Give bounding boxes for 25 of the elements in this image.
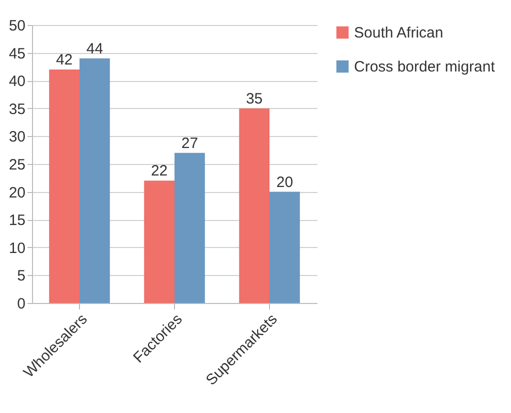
legend-label: Cross border migrant xyxy=(354,58,496,76)
data-label: 35 xyxy=(246,90,263,108)
legend-label: South African xyxy=(354,24,444,42)
y-tick-label: 40 xyxy=(8,73,26,90)
y-tick-label: 30 xyxy=(8,128,26,146)
bar xyxy=(270,192,300,303)
y-tick-label: 5 xyxy=(17,268,26,285)
bar xyxy=(49,69,80,303)
y-tick-label: 15 xyxy=(8,212,26,230)
bar xyxy=(144,180,174,303)
y-tick-label: 20 xyxy=(8,184,26,202)
y-tick-label: 35 xyxy=(8,100,26,118)
y-tick-label: 10 xyxy=(8,240,26,257)
data-label: 27 xyxy=(181,134,198,152)
data-label: 42 xyxy=(56,51,73,68)
data-label: 20 xyxy=(276,174,294,191)
bar xyxy=(239,108,270,303)
y-tick-label: 0 xyxy=(17,296,26,312)
data-label: 22 xyxy=(150,162,168,180)
bar xyxy=(174,152,205,303)
y-tick-label: 50 xyxy=(8,18,26,34)
bar xyxy=(80,58,110,303)
y-tick-label: 45 xyxy=(8,45,26,62)
data-label: 44 xyxy=(86,40,104,58)
y-tick-label: 25 xyxy=(8,156,26,174)
